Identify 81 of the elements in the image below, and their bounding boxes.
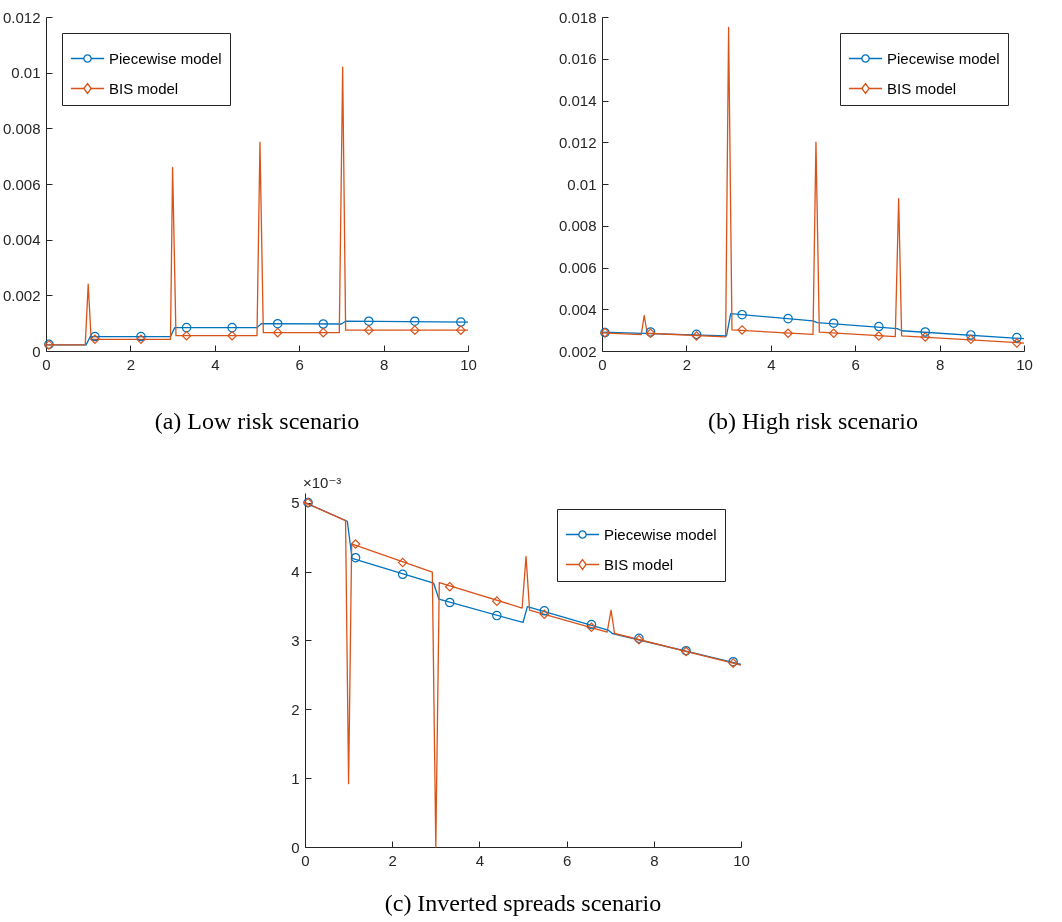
- point: [783, 328, 793, 339]
- y-tick-label: 0.006: [2, 175, 41, 193]
- point: [456, 325, 466, 335]
- y-tick-label: 0.004: [558, 300, 597, 318]
- text: (c) Inverted spreads scenario: [384, 890, 662, 916]
- point: [828, 318, 839, 329]
- y-tick-label: 1: [291, 769, 300, 787]
- point: [444, 581, 455, 592]
- x-tick-label: 6: [295, 355, 304, 373]
- x-tick-label: 2: [682, 355, 692, 373]
- x-tick-label: 4: [767, 355, 776, 373]
- x-tick-label: 8: [935, 355, 945, 373]
- point: [364, 316, 374, 326]
- y-tick-label: 0: [291, 838, 300, 856]
- y-tick-label: 0.002: [558, 342, 597, 360]
- point: [966, 334, 976, 345]
- y-tick-label: 0.008: [2, 119, 41, 137]
- point: [410, 325, 420, 335]
- y-tick-label: 2: [291, 700, 300, 718]
- point: [966, 330, 976, 340]
- point: [227, 322, 237, 333]
- x-tick-label: 8: [379, 355, 389, 373]
- legend-label: BIS model: [887, 79, 957, 97]
- text: (a) Low risk scenario: [154, 408, 360, 434]
- y-tick-label: 0.018: [558, 8, 597, 26]
- point: [920, 332, 931, 342]
- y-tick-label: 0.016: [558, 50, 597, 68]
- x-tick-label: 6: [562, 851, 572, 869]
- y-tick-label: 4: [291, 563, 300, 581]
- point: [350, 539, 361, 549]
- y-tick-label: 0.01: [567, 175, 597, 193]
- point: [492, 596, 502, 606]
- point: [737, 309, 747, 320]
- x-tick-label: 4: [475, 851, 485, 869]
- point: [364, 325, 374, 335]
- point: [920, 327, 931, 337]
- y-tick-label: 0.01: [11, 64, 41, 82]
- y-tick-label: 3: [291, 631, 300, 649]
- y-tick-label: 0.002: [2, 286, 41, 304]
- legend-label: Piecewise model: [109, 49, 222, 67]
- x-tick-label: 6: [851, 355, 860, 373]
- y-tick-label: 0.006: [558, 259, 597, 276]
- legend-label: BIS model: [604, 555, 674, 573]
- legend-label: Piecewise model: [604, 525, 717, 543]
- point: [181, 330, 192, 341]
- point: [397, 557, 408, 568]
- point: [410, 316, 420, 326]
- point: [444, 597, 455, 608]
- point: [397, 569, 408, 580]
- text: (b) High risk scenario: [708, 408, 918, 434]
- point: [828, 328, 839, 339]
- x-tick-label: 2: [126, 355, 136, 373]
- point: [874, 331, 884, 341]
- point: [272, 327, 283, 338]
- text: ×10⁻³: [303, 474, 342, 491]
- point: [272, 318, 283, 329]
- y-tick-label: 0.014: [558, 92, 597, 109]
- point: [350, 552, 361, 563]
- y-tick-label: 0.004: [2, 231, 41, 249]
- x-tick-label: 2: [388, 851, 397, 869]
- x-tick-label: 10: [1016, 355, 1033, 373]
- y-tick-label: 5: [291, 494, 300, 512]
- point: [1012, 338, 1022, 348]
- x-tick-label: 4: [211, 355, 220, 373]
- x-tick-label: 10: [733, 851, 750, 869]
- y-tick-label: 0: [32, 342, 41, 360]
- x-tick-label: 10: [460, 355, 477, 373]
- point: [181, 322, 192, 333]
- point: [874, 321, 884, 332]
- point: [783, 313, 793, 324]
- y-tick-label: 0.008: [558, 217, 597, 235]
- y-tick-label: 0.012: [558, 133, 597, 151]
- legend-label: Piecewise model: [887, 49, 1000, 67]
- point: [737, 325, 747, 335]
- point: [492, 610, 502, 621]
- point: [318, 319, 329, 329]
- legend-label: BIS model: [109, 79, 179, 97]
- x-tick-label: 8: [650, 851, 659, 869]
- point: [318, 327, 329, 338]
- y-tick-label: 0.012: [2, 8, 41, 26]
- point: [227, 330, 237, 341]
